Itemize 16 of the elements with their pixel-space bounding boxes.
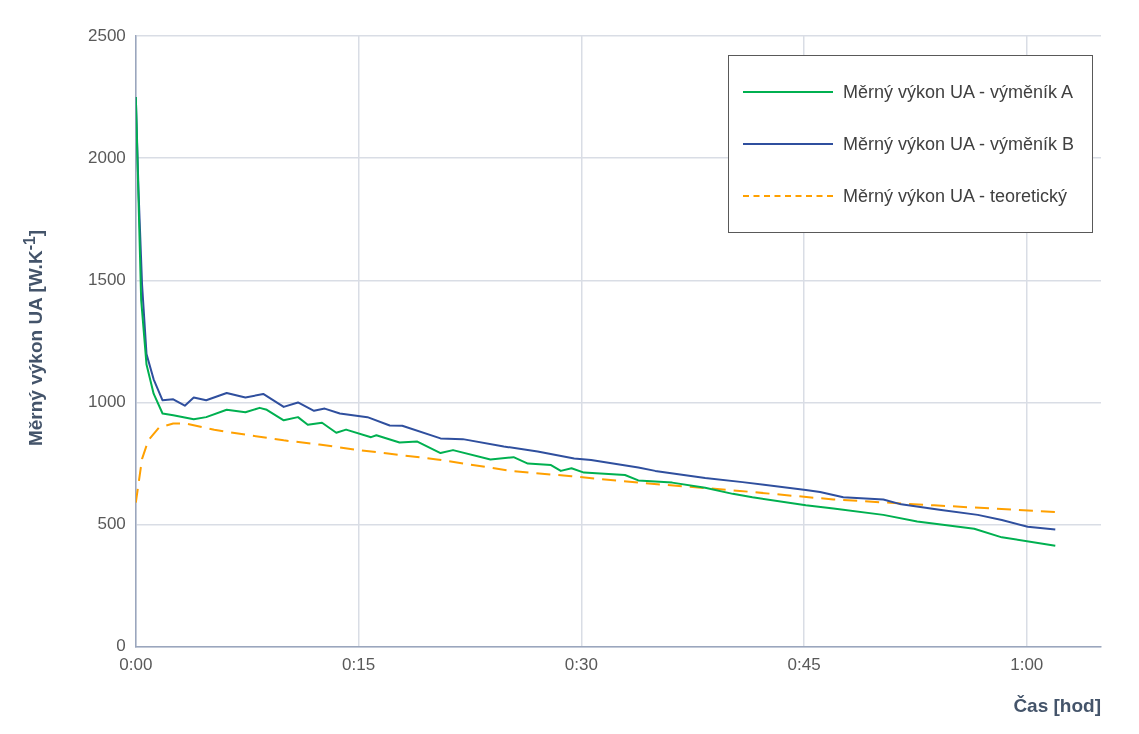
legend-label: Měrný výkon UA - výměník A: [842, 81, 1073, 103]
x-tick-label: 0:00: [119, 654, 153, 674]
y-tick-label: 2500: [87, 25, 126, 45]
y-tick-label: 2000: [87, 147, 126, 167]
x-tick-label: 0:45: [787, 654, 821, 674]
y-tick-label: 1500: [87, 270, 126, 290]
y-tick-label: 1000: [87, 392, 126, 412]
x-tick-label: 0:15: [342, 654, 376, 674]
y-tick-label: 0: [116, 636, 126, 656]
x-tick-label: 1:00: [1010, 654, 1044, 674]
y-tick-label: 500: [97, 514, 126, 534]
x-axis-title: Čas [hod]: [1013, 694, 1101, 716]
legend-label: Měrný výkon UA - teoretický: [842, 185, 1067, 207]
legend-label: Měrný výkon UA - výměník B: [842, 133, 1074, 155]
line-series: [135, 422, 1057, 513]
x-tick-label: 0:30: [564, 654, 598, 674]
